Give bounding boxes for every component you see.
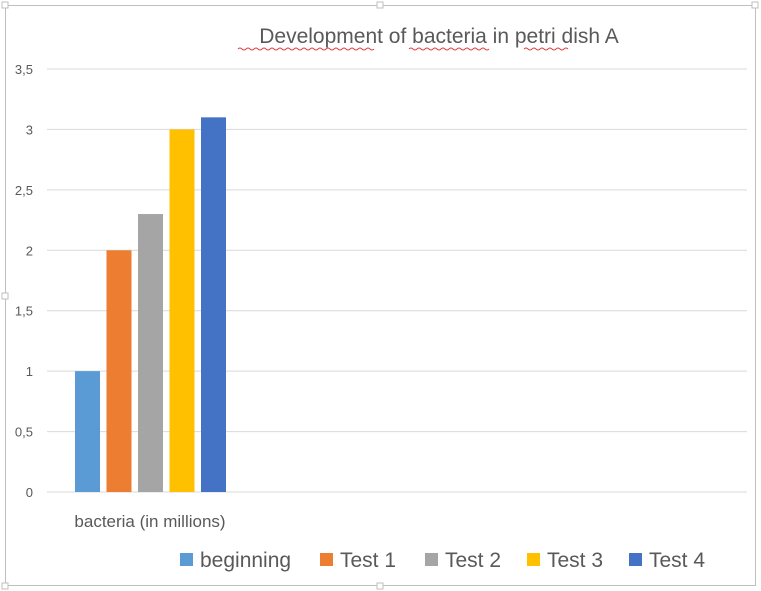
chart-title: Development of bacteria in petri dish A bbox=[259, 25, 619, 48]
legend-label: Test 3 bbox=[547, 549, 603, 572]
legend: beginning Test 1 Test 2 Test 3 Test 4 bbox=[180, 549, 705, 572]
legend-swatch bbox=[425, 553, 438, 566]
gridlines bbox=[47, 68, 747, 493]
bar-test-2[interactable] bbox=[138, 214, 163, 492]
resize-handle-top-left[interactable] bbox=[1, 1, 9, 9]
spellcheck-underline-development bbox=[237, 47, 375, 51]
y-tick-label: 2 bbox=[26, 243, 33, 258]
legend-swatch bbox=[629, 553, 642, 566]
y-axis-tick-labels: 0 0,5 1 1,5 2 2,5 3 3,5 bbox=[15, 62, 33, 500]
legend-label: Test 2 bbox=[445, 549, 501, 572]
y-tick-label: 2,5 bbox=[15, 183, 33, 198]
legend-swatch bbox=[527, 553, 540, 566]
bar-test-3[interactable] bbox=[169, 129, 195, 492]
y-tick-label: 3 bbox=[26, 122, 33, 137]
bar-beginning[interactable] bbox=[75, 371, 100, 492]
resize-handle-bottom-middle[interactable] bbox=[376, 582, 384, 590]
y-tick-label: 0,5 bbox=[15, 425, 33, 440]
y-tick-label: 3,5 bbox=[15, 62, 33, 77]
spellcheck-underline-bacteria bbox=[408, 47, 490, 51]
legend-swatch bbox=[180, 553, 193, 566]
legend-swatch bbox=[320, 553, 333, 566]
legend-label: beginning bbox=[200, 549, 291, 572]
resize-handle-bottom-left[interactable] bbox=[1, 582, 9, 590]
resize-handle-top-middle[interactable] bbox=[376, 1, 384, 9]
spellcheck-underline-petri bbox=[523, 47, 569, 51]
y-tick-label: 1 bbox=[26, 364, 33, 379]
legend-label: Test 4 bbox=[649, 549, 705, 572]
bar-test-1[interactable] bbox=[106, 250, 132, 492]
y-tick-label: 0 bbox=[26, 485, 33, 500]
legend-label: Test 1 bbox=[340, 549, 396, 572]
category-label: bacteria (in millions) bbox=[74, 512, 225, 531]
bar-test-4[interactable] bbox=[201, 117, 226, 492]
y-tick-label: 1,5 bbox=[15, 304, 33, 319]
resize-handle-top-right[interactable] bbox=[751, 1, 759, 9]
bars bbox=[75, 117, 226, 492]
resize-handle-middle-left[interactable] bbox=[1, 292, 9, 300]
